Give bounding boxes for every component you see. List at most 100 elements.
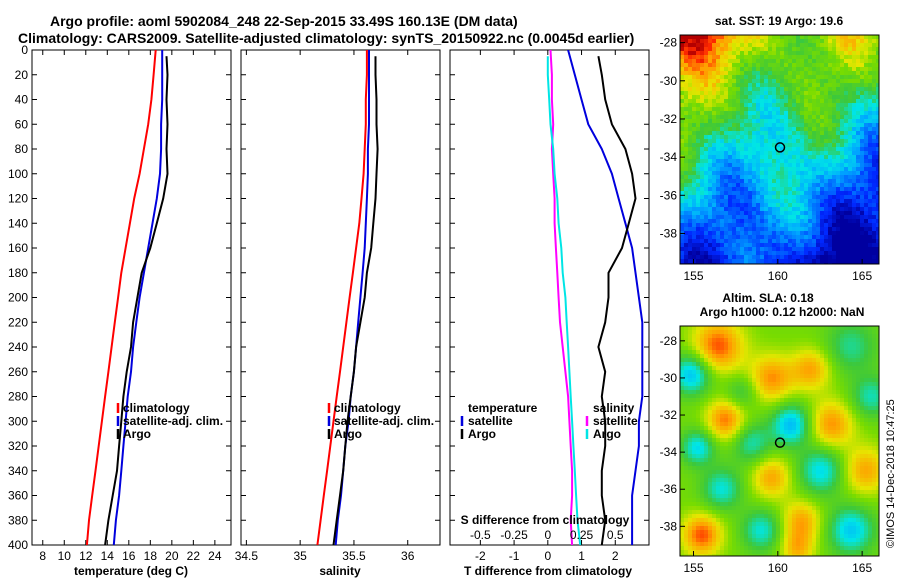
sst-cell: [744, 75, 749, 80]
sst-cell: [704, 183, 709, 188]
sla-cell: [764, 398, 769, 403]
sla-cell: [708, 414, 713, 419]
sla-cell: [768, 354, 773, 359]
sst-cell: [752, 111, 757, 116]
sla-cell: [700, 418, 705, 423]
series-t-argo: [597, 56, 637, 545]
sst-cell: [856, 215, 861, 220]
sst-cell: [736, 167, 741, 172]
sla-cell: [836, 370, 841, 375]
sst-cell: [860, 115, 865, 120]
sst-cell: [804, 183, 809, 188]
sla-cell: [804, 450, 809, 455]
sst-cell: [844, 155, 849, 160]
sst-cell: [700, 99, 705, 104]
sst-cell: [860, 175, 865, 180]
sla-cell: [760, 382, 765, 387]
s-difference-xlabel: S difference from climatology: [461, 513, 630, 527]
sst-cell: [700, 87, 705, 92]
sst-cell: [776, 107, 781, 112]
sst-cell: [780, 103, 785, 108]
sst-cell: [848, 187, 853, 192]
sst-cell: [720, 223, 725, 228]
sst-cell: [760, 215, 765, 220]
sst-cell: [792, 91, 797, 96]
sst-cell: [712, 207, 717, 212]
sst-cell: [844, 227, 849, 232]
sla-cell: [832, 410, 837, 415]
sst-cell: [684, 79, 689, 84]
sst-cell: [768, 147, 773, 152]
sla-cell: [776, 414, 781, 419]
sla-cell: [744, 374, 749, 379]
sst-cell: [876, 83, 879, 88]
sla-cell: [688, 362, 693, 367]
sla-cell: [848, 354, 853, 359]
sst-cell: [852, 171, 857, 176]
sst-cell: [708, 131, 713, 136]
sla-cell: [796, 390, 801, 395]
sla-cell: [876, 370, 879, 375]
sst-cell: [680, 51, 685, 56]
sst-cell: [772, 83, 777, 88]
sla-cell: [724, 326, 729, 331]
sst-cell: [680, 179, 685, 184]
sst-cell: [784, 87, 789, 92]
sla-cell: [876, 466, 879, 471]
sst-cell: [748, 203, 753, 208]
sla-cell: [700, 350, 705, 355]
sst-cell: [796, 159, 801, 164]
sla-cell: [868, 454, 873, 459]
sst-cell: [812, 43, 817, 48]
depth-tick-label: 180: [8, 266, 28, 280]
sst-cell: [792, 75, 797, 80]
sst-cell: [788, 115, 793, 120]
sla-cell: [852, 366, 857, 371]
sst-cell: [752, 115, 757, 120]
sla-cell: [776, 338, 781, 343]
sla-cell: [700, 378, 705, 383]
sst-cell: [816, 103, 821, 108]
sla-cell: [852, 362, 857, 367]
sst-cell: [684, 71, 689, 76]
sla-cell: [748, 346, 753, 351]
sst-cell: [748, 199, 753, 204]
sst-cell: [852, 71, 857, 76]
sla-cell: [732, 454, 737, 459]
sla-cell: [704, 386, 709, 391]
sla-cell: [692, 406, 697, 411]
sst-cell: [724, 63, 729, 68]
sst-cell: [792, 227, 797, 232]
sst-cell: [708, 151, 713, 156]
sst-cell: [732, 243, 737, 248]
sst-cell: [796, 43, 801, 48]
sst-cell: [744, 247, 749, 252]
depth-tick-label: 240: [8, 340, 28, 354]
sst-cell: [724, 39, 729, 44]
sst-cell: [796, 107, 801, 112]
sst-cell: [848, 239, 853, 244]
sst-cell: [740, 51, 745, 56]
sst-cell: [768, 83, 773, 88]
sst-cell: [792, 215, 797, 220]
sla-cell: [716, 442, 721, 447]
sst-cell: [704, 215, 709, 220]
sst-cell: [772, 255, 777, 260]
sst-cell: [840, 243, 845, 248]
sla-cell: [860, 390, 865, 395]
sst-cell: [696, 55, 701, 60]
sst-cell: [684, 251, 689, 256]
sla-cell: [728, 378, 733, 383]
sst-cell: [852, 159, 857, 164]
sla-cell: [792, 390, 797, 395]
sst-cell: [768, 239, 773, 244]
sst-cell: [704, 43, 709, 48]
sst-cell: [836, 227, 841, 232]
sst-cell: [828, 131, 833, 136]
sst-cell: [872, 55, 877, 60]
sst-cell: [748, 35, 753, 40]
sla-cell: [820, 350, 825, 355]
sst-cell: [808, 207, 813, 212]
sst-cell: [696, 187, 701, 192]
sst-cell: [708, 175, 713, 180]
